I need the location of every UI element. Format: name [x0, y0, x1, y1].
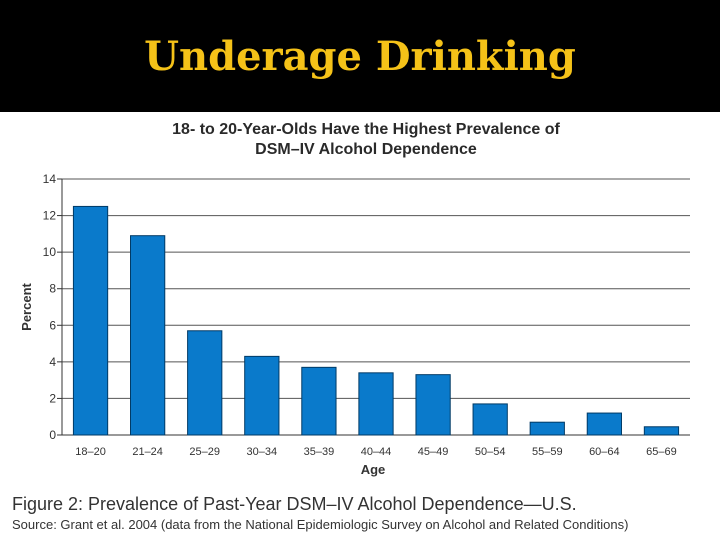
bar [244, 355, 280, 436]
source-note: Source: Grant et al. 2004 (data from the… [12, 517, 629, 532]
bar-chart: 0 2 4 6 8 10 12 14 18–20 21–24 25–29 30–34 35–39 40–4… [19, 172, 690, 477]
x-axis-label: Age [361, 462, 386, 477]
slide-title: Underage Drinking [144, 32, 576, 80]
x-tick-label: 35–39 [304, 446, 335, 458]
bar [301, 366, 337, 436]
y-axis-label: Percent [19, 282, 34, 330]
chart-title-line-2: DSM–IV Alcohol Dependence [255, 141, 477, 158]
bar [415, 374, 451, 436]
bar [586, 412, 622, 436]
x-tick-label: 50–54 [475, 446, 506, 458]
x-tick-label: 18–20 [75, 446, 106, 458]
y-tick-label: 0 [49, 428, 56, 442]
bar [643, 426, 680, 436]
bar [358, 372, 394, 436]
y-tick-label: 12 [43, 209, 57, 223]
bar [187, 330, 223, 436]
x-tick-label: 55–59 [532, 446, 563, 458]
chart-panel: 18- to 20-Year-Olds Have the Highest Pre… [0, 112, 720, 540]
y-tick-label: 4 [49, 355, 56, 369]
y-tick-label: 2 [49, 391, 56, 405]
x-tick-label: 30–34 [247, 446, 278, 458]
chart-title: 18- to 20-Year-Olds Have the Highest Pre… [0, 120, 720, 160]
chart-title-line-1: 18- to 20-Year-Olds Have the Highest Pre… [172, 121, 560, 138]
y-tick-label: 14 [43, 172, 57, 186]
bar [130, 235, 166, 436]
x-tick-label: 45–49 [418, 446, 449, 458]
x-tick-label: 40–44 [361, 446, 392, 458]
y-tick-label: 10 [43, 245, 57, 259]
y-tick-label: 6 [49, 318, 56, 332]
x-tick-label: 65–69 [646, 446, 677, 458]
bar [529, 421, 565, 436]
figure-caption: Figure 2: Prevalence of Past-Year DSM–IV… [12, 494, 577, 514]
x-tick-label: 21–24 [132, 446, 163, 458]
bar [72, 205, 109, 436]
x-tick-label: 60–64 [589, 446, 620, 458]
y-tick-label: 8 [49, 282, 56, 296]
x-tick-label: 25–29 [189, 446, 220, 458]
bar [472, 403, 508, 436]
